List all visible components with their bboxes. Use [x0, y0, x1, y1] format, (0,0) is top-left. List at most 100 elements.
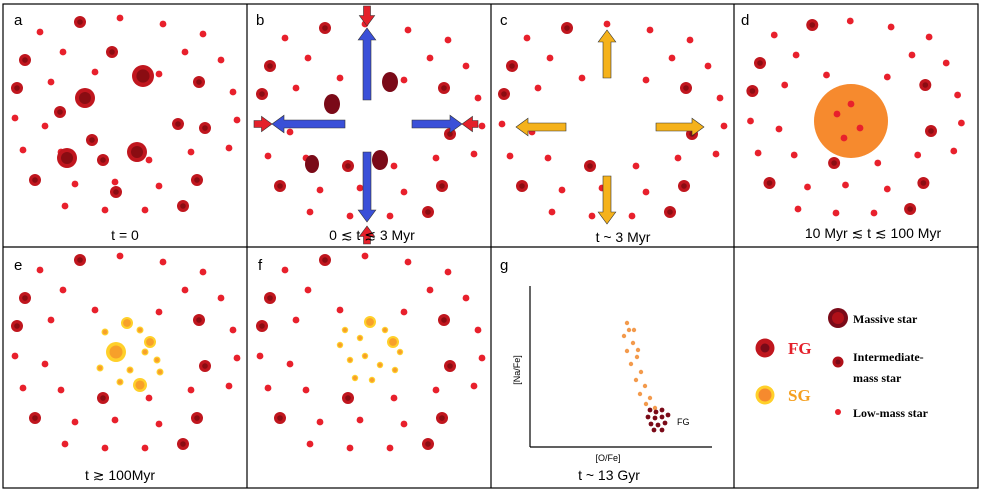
sg-data-point: [652, 405, 658, 411]
fg-data-point: [655, 422, 661, 428]
low-mass-star: [632, 162, 640, 170]
sg-data-point: [633, 377, 639, 383]
intermediate-mass-star-core: [509, 63, 515, 69]
low-mass-star: [474, 326, 482, 334]
low-mass-star: [61, 440, 69, 448]
sg-data-point: [624, 320, 630, 326]
intermediate-mass-star-core: [202, 363, 208, 369]
second-generation-star-core: [117, 379, 123, 385]
intermediate-mass-star-core: [175, 121, 181, 127]
expansion-arrows: [253, 5, 705, 245]
second-generation-star-core: [366, 318, 374, 326]
low-mass-star: [71, 180, 79, 188]
low-mass-star: [302, 386, 310, 394]
low-mass-star: [91, 68, 99, 76]
legend-sg-core: [758, 388, 772, 402]
legend-low-label: Low-mass star: [853, 406, 929, 420]
low-mass-star: [426, 286, 434, 294]
low-mass-star: [159, 20, 167, 28]
low-mass-star: [548, 208, 556, 216]
intermediate-mass-star-core: [519, 183, 525, 189]
intermediate-mass-star-core: [922, 82, 929, 88]
fg-data-point: [648, 421, 654, 427]
sg-data-point: [621, 333, 627, 339]
intermediate-mass-star-core: [322, 257, 328, 263]
fg-data-point: [659, 414, 665, 420]
low-mass-star: [292, 316, 300, 324]
intermediate-mass-star-core: [681, 183, 687, 189]
intermediate-mass-star-core: [259, 323, 265, 329]
low-mass-star: [578, 74, 586, 82]
low-mass-star: [823, 71, 830, 79]
legend-massive-core: [832, 312, 844, 324]
low-mass-star: [674, 154, 682, 162]
low-mass-star: [950, 147, 958, 155]
intermediate-mass-star-core: [345, 395, 351, 401]
low-mass-star: [336, 74, 344, 82]
low-mass-star: [141, 206, 149, 214]
sg-data-point: [642, 383, 648, 389]
intermediate-mass-star-core: [345, 163, 351, 169]
intermediate-mass-star-core: [831, 160, 837, 166]
low-mass-star: [432, 154, 440, 162]
low-mass-star: [770, 31, 778, 39]
intermediate-mass-star-core: [757, 60, 763, 66]
low-mass-star: [914, 151, 922, 159]
low-mass-star: [304, 54, 312, 62]
fg-data-point: [659, 427, 665, 433]
plot-x-label: [O/Fe]: [595, 453, 620, 463]
low-mass-star: [646, 26, 654, 34]
second-generation-star-core: [123, 319, 131, 327]
fg-data-point: [659, 407, 665, 413]
second-generation-star-core: [127, 367, 133, 373]
sg-data-point: [635, 347, 641, 353]
yellow-arrow-up: [597, 29, 617, 79]
red-arrow-right-left: [253, 115, 273, 133]
intermediate-mass-star-core: [447, 363, 453, 369]
low-mass-star: [292, 84, 300, 92]
second-generation-star-core: [389, 338, 397, 346]
intermediate-mass-star-core: [259, 91, 265, 97]
panel-g-plot: [Na/Fe] [O/Fe] FG: [512, 286, 712, 463]
low-mass-star: [781, 81, 789, 89]
panel-d-caption: 10 Myr ≲ t ≲ 100 Myr: [805, 225, 942, 241]
sg-data-point: [626, 327, 632, 333]
yellow-arrow-left: [515, 117, 567, 137]
low-mass-star: [390, 394, 398, 402]
low-mass-star: [775, 125, 783, 133]
low-mass-star: [833, 110, 841, 118]
low-mass-star: [754, 149, 762, 157]
yellow-arrow-right: [655, 117, 705, 137]
intermediate-mass-star-core: [425, 441, 431, 447]
second-generation-star-core: [154, 357, 160, 363]
second-generation-star-core: [352, 375, 358, 381]
low-mass-star: [668, 54, 676, 62]
intermediate-mass-star-core: [89, 137, 95, 143]
gas-cloud: [814, 84, 888, 158]
low-mass-star: [264, 384, 272, 392]
low-mass-star: [225, 144, 233, 152]
intermediate-mass-star-core: [22, 295, 28, 301]
fg-data-point: [651, 427, 657, 433]
low-mass-star: [386, 444, 394, 452]
massive-star-core: [136, 69, 150, 83]
intermediate-mass-star-core: [194, 415, 200, 421]
intermediate-mass-star-core: [57, 109, 63, 115]
low-mass-star: [233, 354, 241, 362]
low-mass-star: [942, 59, 950, 67]
low-mass-star: [41, 360, 49, 368]
second-generation-star-core: [369, 377, 375, 383]
low-mass-star: [887, 23, 895, 31]
low-mass-star: [101, 206, 109, 214]
blue-arrow-left: [271, 114, 346, 134]
intermediate-mass-star-core: [100, 395, 106, 401]
second-generation-star-core: [377, 362, 383, 368]
massive-star-core: [79, 92, 91, 104]
fg-data-point: [662, 420, 668, 426]
low-mass-star: [91, 306, 99, 314]
low-mass-star: [720, 122, 728, 130]
low-mass-star: [444, 268, 452, 276]
fg-data-point: [647, 407, 653, 413]
low-mass-star: [847, 100, 855, 108]
low-mass-star: [546, 54, 554, 62]
